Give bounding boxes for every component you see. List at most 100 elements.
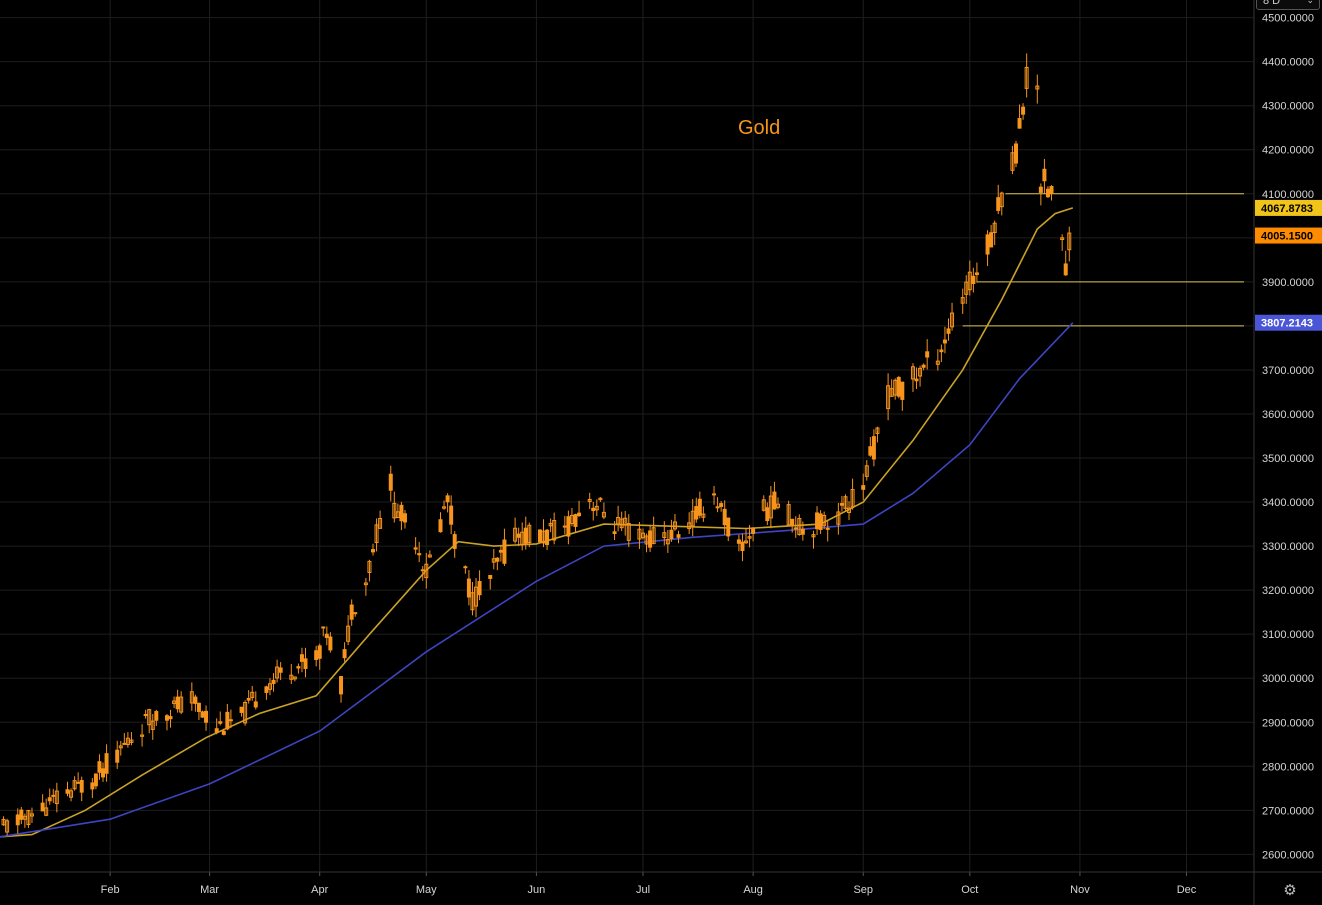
candle-body (324, 633, 329, 639)
horizontal-lines[interactable] (962, 193, 1244, 327)
candle-body (271, 679, 276, 684)
candle-body (950, 312, 955, 328)
candle-body (463, 566, 468, 569)
candle-body (914, 378, 919, 382)
candle-body (339, 676, 344, 695)
candle-body (910, 366, 915, 380)
y-tick-label: 4300.0000 (1262, 101, 1314, 113)
candle-body (150, 720, 155, 730)
candle-body (516, 533, 521, 538)
candle-body (996, 197, 1001, 211)
candle-body (712, 493, 717, 496)
candle-body (442, 506, 447, 509)
candle-body (93, 773, 98, 787)
candle-body (886, 385, 891, 410)
candle-body (822, 514, 827, 526)
candle-body (587, 498, 592, 502)
candle-body (250, 691, 255, 698)
candle-body (594, 505, 599, 511)
candle-body (900, 381, 905, 400)
candle-body (768, 495, 773, 519)
candle-body (974, 272, 979, 276)
candle-body (51, 794, 56, 797)
candle-body (395, 511, 400, 519)
candle-body (722, 508, 727, 526)
candle-body (651, 527, 656, 545)
x-tick-label: Feb (101, 884, 120, 896)
y-tick-label: 3400.0000 (1262, 497, 1314, 509)
settings-gear-icon[interactable]: ⚙ (1283, 882, 1297, 899)
candle-body (715, 506, 720, 509)
candle-body (1021, 106, 1026, 115)
candle-body (115, 749, 120, 763)
candle-body (228, 719, 233, 722)
candle-body (797, 518, 802, 535)
candle-body (498, 549, 503, 553)
candle-body (204, 710, 209, 723)
candle-body (79, 779, 84, 793)
x-tick-label: Mar (200, 884, 219, 896)
candle-body (719, 503, 724, 507)
candle-body (1063, 263, 1068, 276)
candle-body (736, 539, 741, 544)
candle-body (168, 716, 173, 720)
candle-body (470, 592, 475, 611)
candle-body (104, 753, 109, 774)
candle-body (488, 574, 493, 579)
candle-body (562, 525, 567, 528)
candle-body (314, 650, 319, 660)
price-badge (1255, 227, 1322, 244)
candle-body (836, 511, 841, 525)
price-badges: 4067.8783 4005.1500 3807.2143 (1255, 199, 1322, 331)
candle-body (22, 815, 27, 820)
candle-body (619, 518, 624, 529)
candle-body (520, 531, 525, 546)
x-tick-label: Jun (528, 884, 546, 896)
candle-body (740, 541, 745, 552)
candle-body (925, 351, 930, 358)
candle-body (427, 554, 432, 558)
candle-body (971, 275, 976, 285)
candle-body (548, 522, 553, 527)
candle-body (601, 511, 606, 518)
candle-body (179, 696, 184, 713)
candle-body (125, 737, 130, 745)
x-tick-label: Nov (1070, 884, 1090, 896)
candle-body (847, 507, 852, 514)
candle-body (1060, 237, 1065, 241)
candle-body (1013, 143, 1018, 164)
x-tick-label: May (416, 884, 437, 896)
candle-body (296, 666, 301, 669)
candle-body (598, 497, 603, 501)
candle-body (438, 519, 443, 533)
candle-body (648, 530, 653, 548)
candle-body (1010, 152, 1015, 171)
candle-body (97, 761, 102, 773)
candle-body (101, 768, 106, 778)
x-tick-label: Jul (636, 884, 650, 896)
y-tick-label: 3500.0000 (1262, 453, 1314, 465)
candle-body (775, 503, 780, 508)
y-tick-label: 2900.0000 (1262, 717, 1314, 729)
candle-body (200, 711, 205, 718)
candle-body (839, 503, 844, 506)
x-tick-label: Dec (1177, 884, 1197, 896)
price-badge-label: 4005.1500 (1261, 231, 1313, 243)
candle-body (424, 563, 429, 579)
candle-body (786, 504, 791, 526)
candle-body (413, 547, 418, 550)
candle-body (218, 721, 223, 724)
timeframe-select[interactable]: 8 D ⌄ (1256, 0, 1320, 10)
chart-title: Gold (738, 117, 780, 139)
y-tick-label: 2800.0000 (1262, 761, 1314, 773)
candle-body (491, 558, 496, 563)
candle-body (402, 513, 407, 523)
candle-body (44, 807, 49, 816)
candle-body (445, 495, 450, 503)
candle-body (367, 560, 372, 573)
candle-body (694, 506, 699, 520)
candle-body (697, 498, 702, 516)
candle-body (29, 813, 34, 817)
